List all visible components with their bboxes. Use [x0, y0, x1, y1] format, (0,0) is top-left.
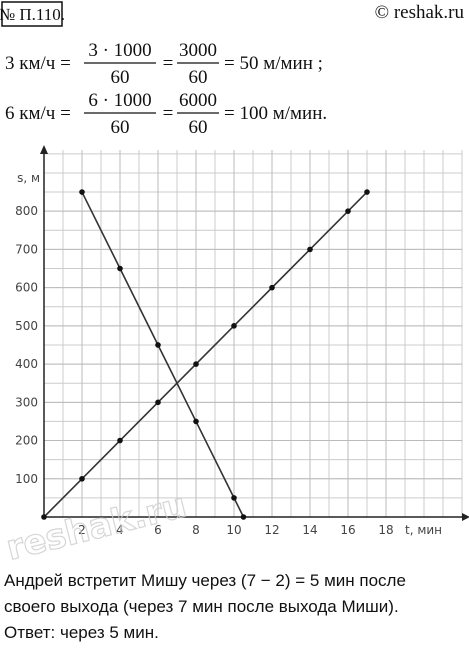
x-tick-label: 14 — [302, 523, 317, 537]
problem-number: № П.110. — [0, 5, 65, 24]
y-tick-label: 100 — [15, 472, 38, 486]
denominator: 60 — [111, 117, 130, 138]
denominator: 60 — [111, 67, 130, 88]
x-tick-label: 16 — [340, 523, 355, 537]
denominator: 60 — [189, 67, 208, 88]
x-tick-label: 12 — [264, 523, 279, 537]
point — [240, 514, 247, 520]
formula-right: = 100 м/мин. — [224, 103, 327, 124]
point — [155, 399, 161, 406]
point — [79, 475, 85, 482]
point — [231, 495, 237, 501]
numerator: 3000 — [179, 40, 217, 61]
point — [117, 265, 123, 272]
point — [307, 246, 313, 253]
series-line — [81, 191, 245, 518]
y-tick-label: 400 — [15, 357, 38, 371]
point — [269, 284, 275, 291]
point — [193, 361, 199, 367]
answer-line: Ответ: через 5 мин. — [4, 623, 159, 642]
numerator: 6000 — [179, 90, 217, 111]
y-tick-label: 800 — [15, 204, 38, 218]
x-tick-label: 6 — [154, 523, 162, 537]
answer-line: Андрей встретит Мишу через (7 − 2) = 5 м… — [4, 571, 406, 590]
point — [41, 514, 47, 520]
point — [155, 342, 161, 348]
point — [79, 189, 85, 195]
x-axis-label: t, мин — [405, 523, 442, 537]
y-axis-label: s, м — [17, 171, 40, 185]
point — [345, 208, 351, 214]
x-tick-label: 4 — [116, 523, 124, 537]
equals: = — [163, 103, 174, 124]
formula-right: = 50 м/мин ; — [224, 53, 323, 74]
point — [364, 189, 370, 195]
equals: = — [163, 53, 174, 74]
y-tick-label: 300 — [15, 395, 38, 409]
y-tick-label: 200 — [15, 434, 38, 448]
y-arrow — [40, 145, 48, 154]
y-tick-label: 700 — [15, 242, 38, 256]
y-tick-label: 600 — [15, 281, 38, 295]
point — [231, 323, 237, 329]
y-tick-label: 500 — [15, 319, 38, 333]
x-arrow — [462, 513, 469, 521]
denominator: 60 — [189, 117, 208, 138]
x-tick-label: 10 — [226, 523, 241, 537]
formula-left: 6 км/ч = — [5, 103, 71, 124]
point — [117, 437, 123, 444]
number-box — [1, 1, 63, 27]
x-tick-label: 18 — [378, 523, 393, 537]
x-tick-label: 8 — [192, 523, 200, 537]
formula-left: 3 км/ч = — [5, 53, 71, 74]
series-line — [43, 191, 368, 518]
answer-line: своего выхода (через 7 мин после выхода … — [4, 597, 399, 616]
source: © reshak.ru — [375, 2, 465, 23]
numerator: 3 · 1000 — [88, 40, 151, 61]
point — [193, 418, 199, 425]
numerator: 6 · 1000 — [88, 90, 151, 111]
x-tick-label: 2 — [78, 523, 86, 537]
